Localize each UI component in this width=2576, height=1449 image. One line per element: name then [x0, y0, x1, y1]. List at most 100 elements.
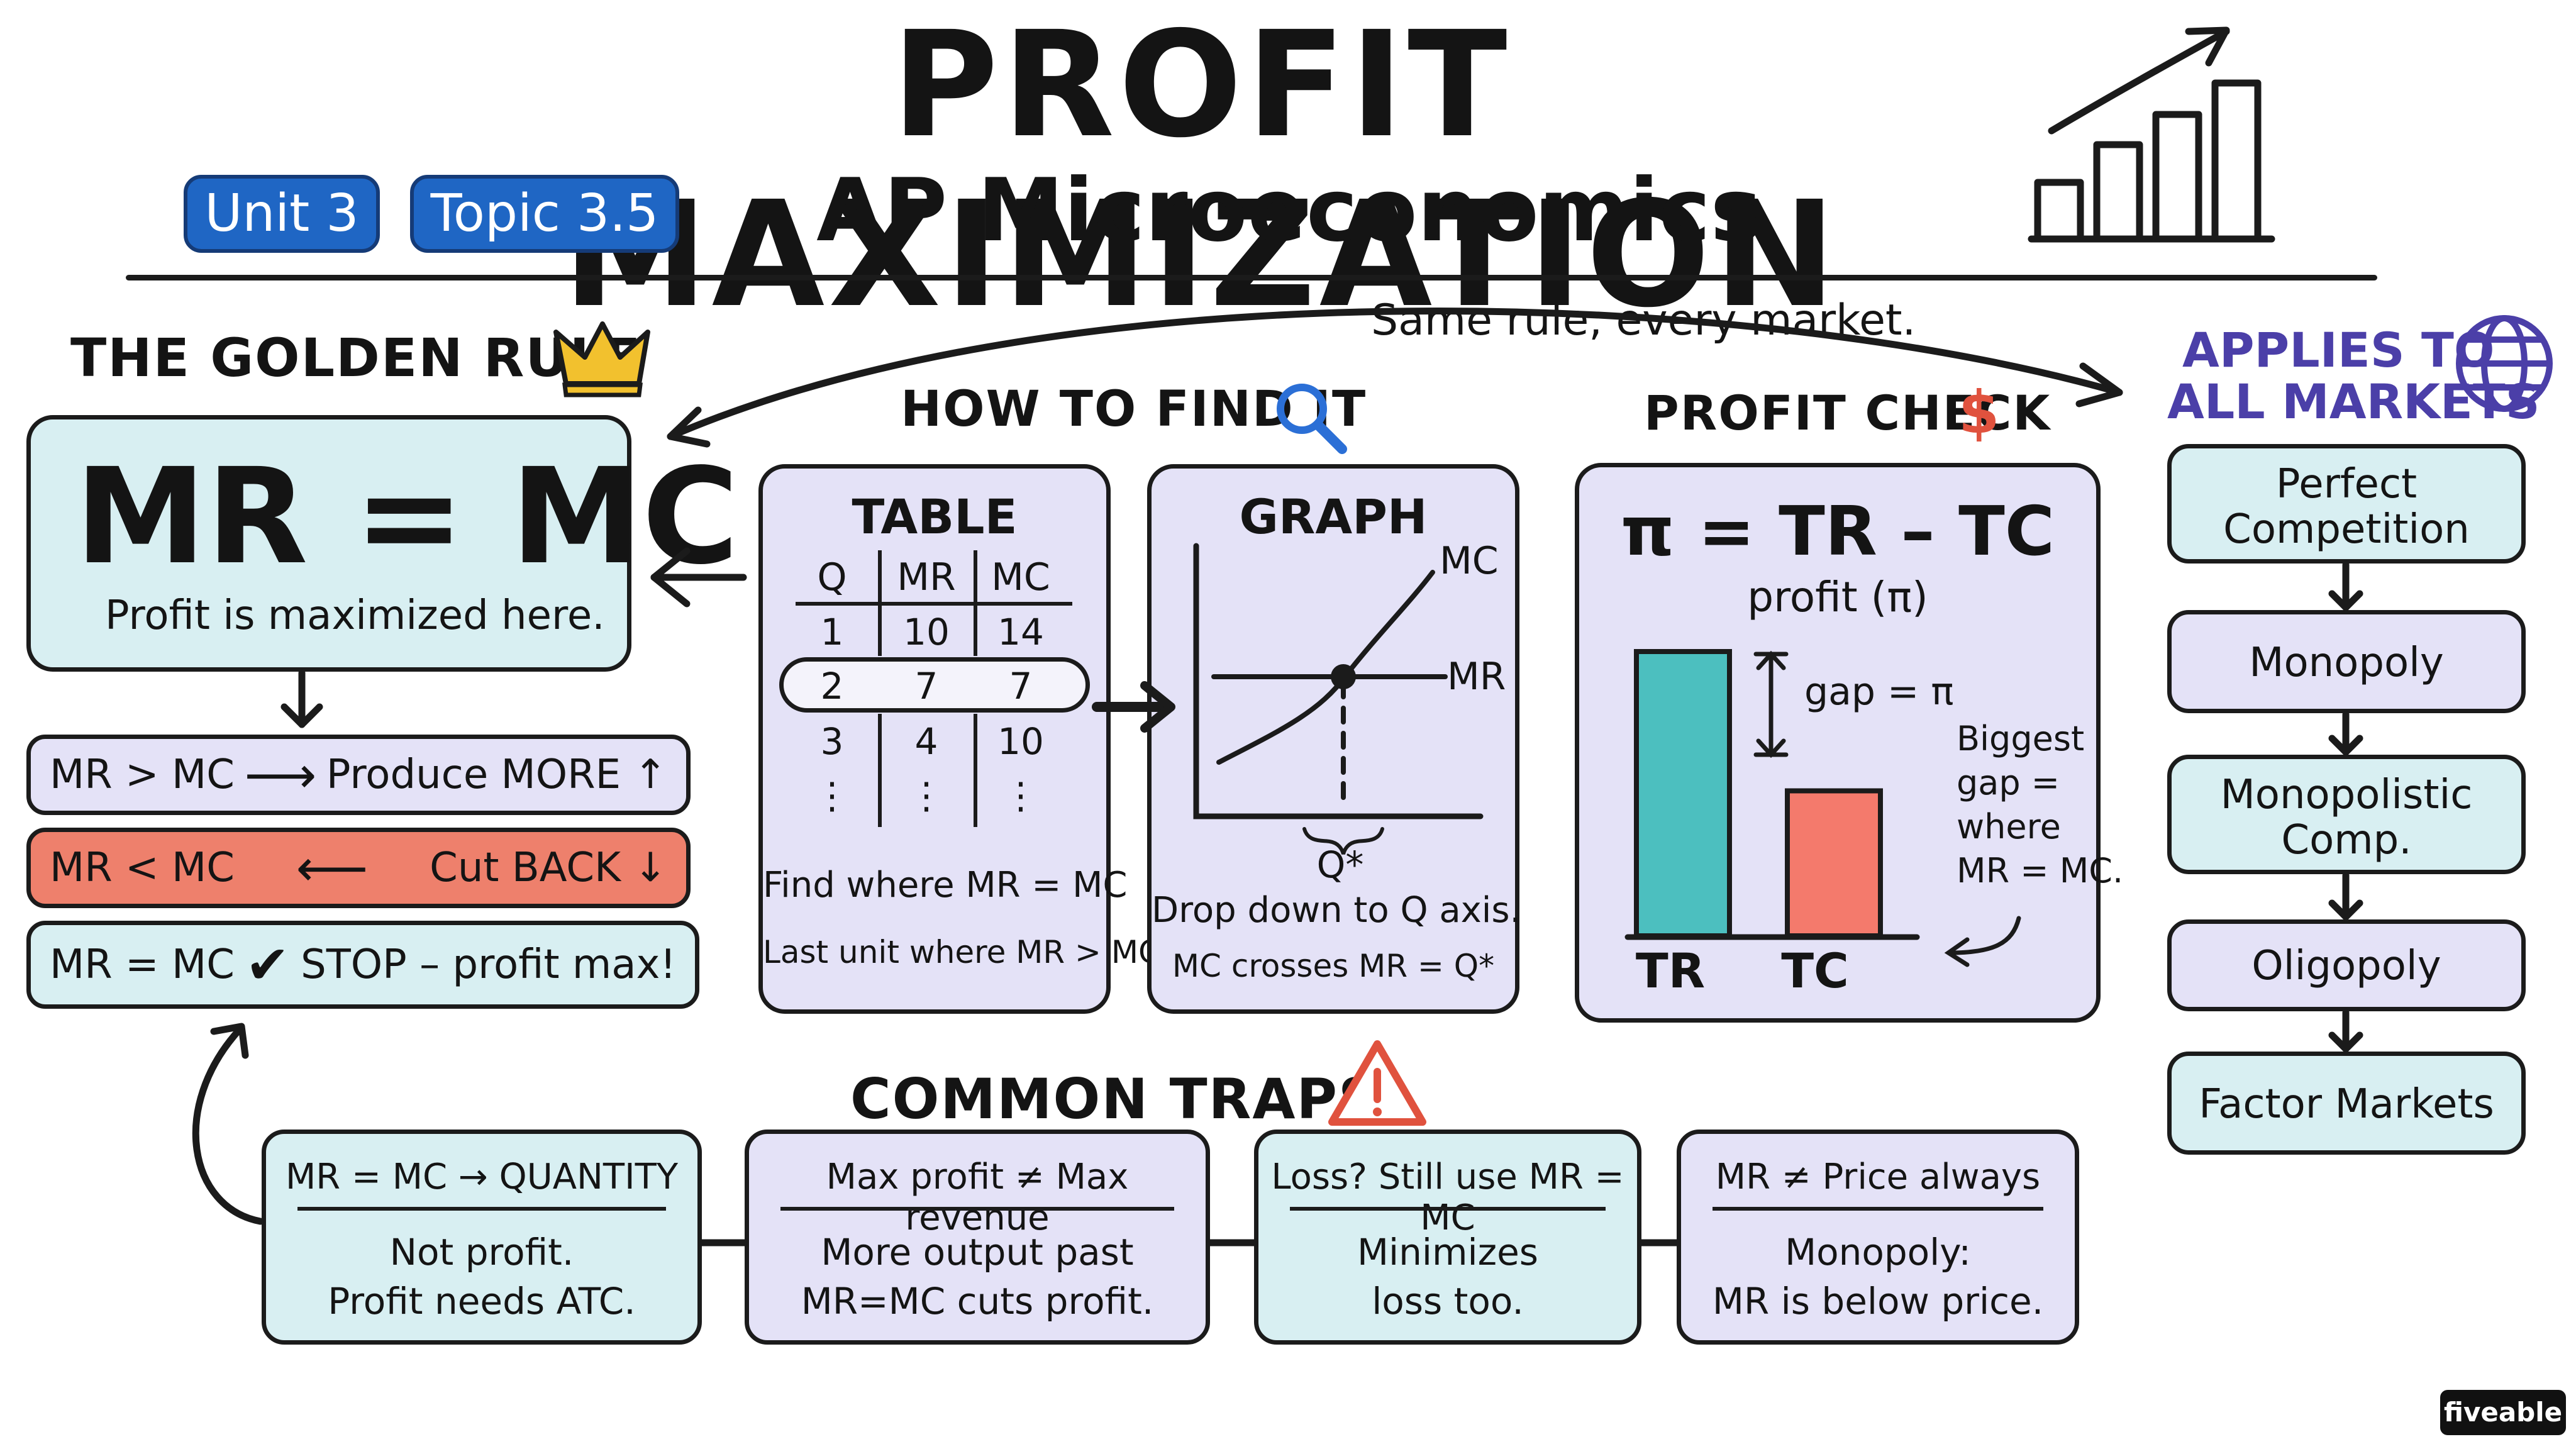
table-cell: 14: [997, 611, 1044, 653]
market-perfect-competition: Perfect Competition: [2167, 444, 2526, 564]
table-rule-vertical: [974, 714, 977, 827]
rule-cut-back: MR < MC ⟵ Cut BACK ↓: [26, 828, 691, 908]
market-name: Monopolistic: [2220, 772, 2473, 818]
market-name: Perfect: [2275, 461, 2418, 508]
rule-cut-back-condition: MR < MC: [50, 845, 235, 891]
trap-card-loss: Loss? Still use MR = MC Minimizes loss t…: [1254, 1130, 1641, 1345]
rule-produce-more-condition: MR > MC: [50, 752, 235, 798]
mc-curve-label: MC: [1440, 539, 1499, 583]
rule-cut-back-action: Cut BACK ↓: [430, 845, 667, 891]
applies-heading-line1: APPLIES TO: [2182, 322, 2495, 378]
profit-check-card: π = TR – TC profit (π) gap = π Biggest g…: [1575, 463, 2123, 1023]
applies-heading-line2: ALL MARKETS: [2167, 374, 2540, 430]
table-header-q: Q: [817, 555, 847, 599]
table-cell: 10: [997, 720, 1044, 763]
trap-line: More output past: [821, 1231, 1134, 1274]
table-cell: 3: [820, 720, 844, 763]
table-card: TABLE Q MR MC 1 10 14 2 7 7 3 4 10 ⋮ ⋮ ⋮…: [758, 464, 1170, 1014]
arrow-left-icon: ⟵: [296, 838, 369, 897]
graph-card: GRAPH MC MR Q* Drop down to Q axis. MC c…: [1147, 464, 1521, 1014]
table-header-mr: MR: [897, 555, 956, 599]
golden-rule-card: MR = MC Profit is maximized here.: [26, 415, 739, 672]
golden-rule-heading: THE GOLDEN RULE: [70, 327, 642, 389]
market-name: Oligopoly: [2251, 943, 2441, 989]
trap-card-price: MR ≠ Price always Monopoly: MR is below …: [1677, 1130, 2079, 1345]
unit-badge: Unit 3: [184, 175, 380, 253]
graph-note-cross: MC crosses MR = Q*: [1172, 948, 1495, 984]
rule-produce-more: MR > MC ⟶ Produce MORE ↑: [26, 735, 691, 815]
table-rule-vertical: [974, 550, 977, 656]
trap-divider: [780, 1207, 1174, 1211]
common-traps-heading: COMMON TRAPS: [850, 1067, 1380, 1131]
annotation-line: where: [1957, 807, 2061, 847]
trap-line: MR is below price.: [1712, 1280, 2044, 1323]
q-star-label: Q*: [1316, 843, 1364, 886]
table-cell: ⋮: [814, 774, 850, 817]
rule-stop-action: STOP – profit max!: [301, 941, 676, 988]
trap-line: MR=MC cuts profit.: [801, 1280, 1154, 1323]
trap-line: Monopoly:: [1785, 1231, 1971, 1274]
table-cell: 1: [820, 611, 844, 653]
trap-divider: [1713, 1207, 2043, 1211]
trap-card-revenue: Max profit ≠ Max revenue More output pas…: [745, 1130, 1210, 1345]
trap-line: Not profit.: [389, 1231, 574, 1274]
golden-rule-caption: Profit is maximized here.: [105, 592, 605, 639]
header-divider: [126, 275, 2377, 280]
table-rule-vertical: [878, 550, 882, 656]
table-cell: ⋮: [908, 774, 945, 817]
trap-divider: [1290, 1207, 1606, 1211]
fiveable-logo: fiveable: [2440, 1390, 2566, 1435]
market-name-line2: Comp.: [2281, 817, 2412, 863]
table-cell: 7: [1009, 665, 1033, 708]
arrow-right-icon: ⟶: [244, 745, 317, 804]
mr-line-label: MR: [1447, 655, 1506, 699]
profit-sub: profit (π): [1747, 573, 1928, 621]
market-oligopoly: Oligopoly: [2167, 919, 2526, 1011]
market-name: Monopoly: [2249, 640, 2444, 686]
golden-rule-equation: MR = MC: [75, 440, 739, 594]
how-to-find-heading: HOW TO FIND IT: [901, 381, 1367, 438]
trap-title: MR ≠ Price always: [1715, 1157, 2041, 1197]
table-note-find: Find where MR = MC: [763, 865, 1128, 906]
dollar-icon: $: [1958, 379, 2000, 447]
bar-label-tr: TR: [1635, 943, 1706, 999]
gap-label: gap = π: [1804, 670, 1954, 714]
trap-card-quantity: MR = MC → QUANTITY Not profit. Profit ne…: [262, 1130, 702, 1345]
market-name-line2: Competition: [2223, 506, 2470, 553]
trap-title: Max profit ≠ Max revenue: [826, 1157, 1129, 1238]
rule-stop: MR = MC ✔ STOP – profit max!: [26, 921, 699, 1009]
trap-line: Minimizes: [1357, 1231, 1538, 1274]
arc-label: Same rule, every market.: [1371, 296, 1916, 345]
rule-stop-condition: MR = MC: [50, 941, 235, 988]
table-cell: 4: [914, 720, 938, 763]
trap-divider: [297, 1207, 666, 1211]
graph-note-drop: Drop down to Q axis.: [1152, 890, 1521, 931]
bar-label-tc: TC: [1781, 943, 1849, 999]
table-card-title: TABLE: [852, 489, 1018, 545]
market-factor-markets: Factor Markets: [2167, 1052, 2526, 1155]
table-header-mc: MC: [991, 555, 1050, 599]
table-cell: 7: [914, 665, 938, 708]
trap-line: Profit needs ATC.: [328, 1280, 636, 1323]
table-note-last-unit: Last unit where MR > MC.: [763, 934, 1170, 970]
trap-title: Loss? Still use MR = MC: [1271, 1157, 1624, 1238]
market-monopoly: Monopoly: [2167, 610, 2526, 713]
table-cell: ⋮: [1002, 774, 1039, 817]
annotation-line: gap =: [1957, 763, 2060, 802]
annotation-line: MR = MC.: [1957, 851, 2124, 891]
rule-produce-more-action: Produce MORE ↑: [326, 752, 667, 798]
profit-formula: π = TR – TC: [1620, 492, 2055, 571]
table-rule-vertical: [878, 714, 882, 827]
trap-title: MR = MC → QUANTITY: [285, 1157, 679, 1197]
checkmark-icon: ✔: [245, 934, 290, 996]
page-subtitle: AP Microeconomics: [816, 160, 1762, 261]
highlighted-row: [779, 657, 1090, 713]
topic-badge: Topic 3.5: [410, 175, 679, 253]
table-rule-horizontal: [796, 602, 1072, 606]
annotation-line: Biggest: [1957, 719, 2085, 758]
market-name: Factor Markets: [2199, 1081, 2494, 1128]
table-cell: 2: [820, 665, 844, 708]
table-cell: 10: [903, 611, 950, 653]
trap-line: loss too.: [1372, 1280, 1524, 1323]
graph-card-title: GRAPH: [1239, 489, 1428, 545]
